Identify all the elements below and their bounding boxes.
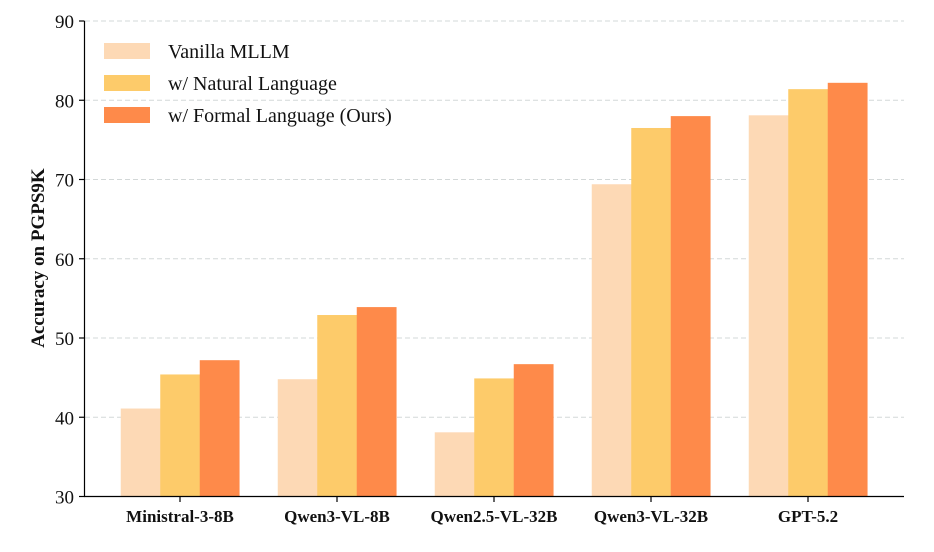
bar	[120, 408, 161, 497]
bar	[277, 379, 318, 497]
bars	[120, 82, 868, 497]
bar	[748, 115, 789, 497]
legend-swatch	[104, 107, 150, 123]
y-tick-labels: 30 40 50 60 70 80 90	[55, 12, 85, 509]
x-tick-label: Ministral-3-8B	[126, 507, 234, 526]
x-tick-label: Qwen3-VL-32B	[594, 507, 708, 526]
legend-label: w/ Natural Language	[168, 73, 337, 95]
bar	[474, 378, 515, 497]
bar	[199, 360, 240, 497]
legend-label: w/ Formal Language (Ours)	[168, 105, 392, 127]
legend-swatch	[104, 75, 150, 91]
x-tick-label: Qwen2.5-VL-32B	[430, 507, 557, 526]
y-tick-label: 80	[55, 91, 74, 112]
y-tick-label: 60	[55, 250, 74, 271]
legend: Vanilla MLLM w/ Natural Language w/ Formal…	[104, 41, 392, 127]
legend-swatch	[104, 43, 150, 59]
y-tick-label: 30	[55, 488, 74, 509]
bar	[356, 307, 397, 497]
legend-label: Vanilla MLLM	[168, 41, 290, 63]
y-tick-label: 70	[55, 171, 74, 192]
x-tick-label: Qwen3-VL-8B	[284, 507, 390, 526]
x-tick-labels: Ministral-3-8B Qwen3-VL-8B Qwen2.5-VL-32B Q…	[126, 496, 838, 526]
y-axis-label: Accuracy on PGPS9K	[28, 168, 49, 348]
y-tick-label: 40	[55, 408, 74, 429]
bar	[827, 82, 868, 497]
y-tick-label: 50	[55, 329, 74, 350]
bar	[631, 127, 672, 497]
bar	[317, 315, 358, 497]
bar	[160, 374, 201, 497]
bar	[591, 184, 632, 497]
bar	[434, 432, 475, 497]
bar	[670, 116, 711, 497]
x-tick-label: GPT-5.2	[778, 507, 838, 526]
bar	[513, 364, 554, 497]
y-tick-label: 90	[55, 12, 74, 33]
bar	[788, 89, 829, 497]
